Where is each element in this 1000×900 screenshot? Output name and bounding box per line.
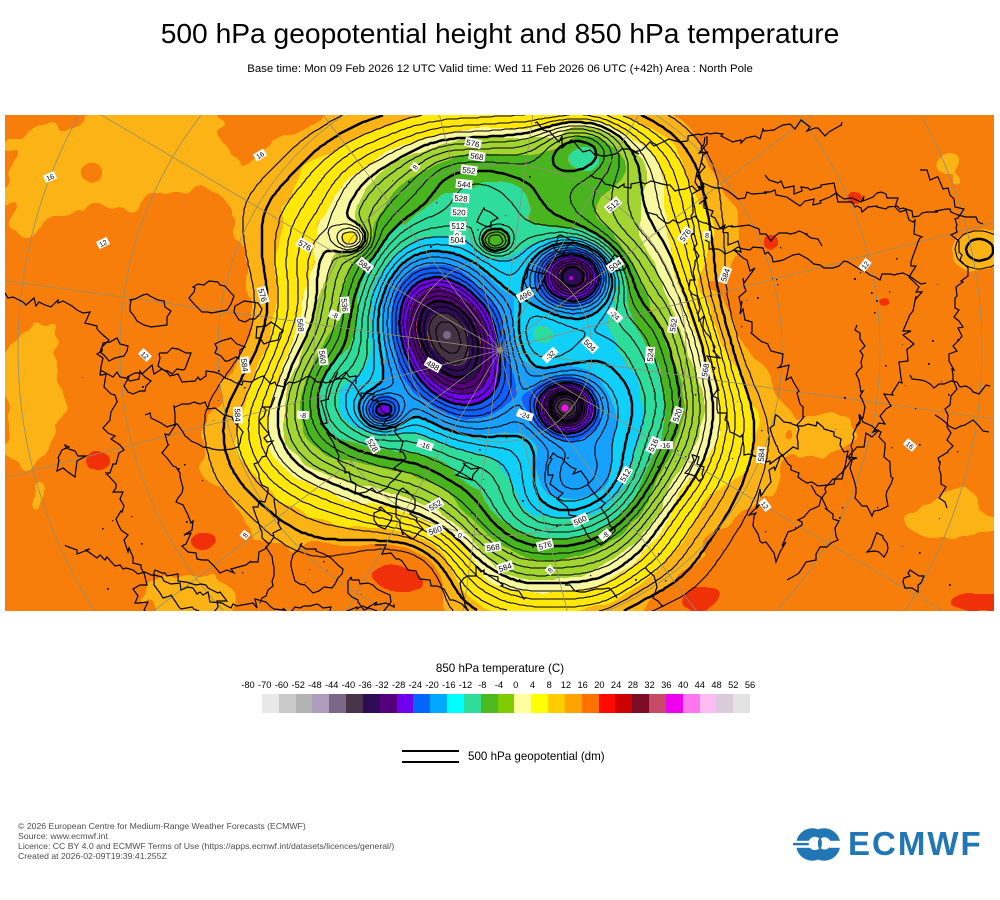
svg-text:584: 584 — [233, 408, 242, 422]
svg-text:0: 0 — [456, 532, 463, 540]
svg-text:512: 512 — [451, 222, 465, 231]
svg-text:-24: -24 — [519, 411, 531, 421]
svg-text:16: 16 — [904, 441, 915, 451]
svg-text:8: 8 — [412, 164, 420, 171]
svg-text:528: 528 — [454, 194, 468, 204]
svg-text:-16: -16 — [419, 441, 431, 451]
svg-text:568: 568 — [470, 151, 485, 162]
svg-text:568: 568 — [700, 362, 711, 377]
svg-text:8: 8 — [547, 567, 555, 575]
svg-text:584: 584 — [239, 358, 250, 373]
svg-text:568: 568 — [295, 318, 305, 333]
svg-text:8: 8 — [242, 532, 250, 539]
svg-text:560: 560 — [427, 524, 443, 537]
svg-text:520: 520 — [452, 208, 466, 217]
svg-text:8: 8 — [705, 233, 709, 240]
svg-text:ECMWF: ECMWF — [848, 825, 983, 862]
svg-text:12: 12 — [861, 260, 871, 271]
svg-text:12: 12 — [99, 239, 109, 249]
svg-text:12: 12 — [139, 351, 150, 362]
svg-text:-8: -8 — [601, 531, 610, 540]
svg-text:560: 560 — [317, 350, 328, 365]
svg-text:568: 568 — [486, 542, 501, 553]
svg-text:552: 552 — [668, 317, 679, 332]
svg-text:504: 504 — [450, 236, 464, 245]
svg-text:12: 12 — [759, 501, 769, 512]
svg-text:584: 584 — [719, 267, 732, 283]
svg-text:544: 544 — [457, 180, 472, 190]
svg-text:584: 584 — [757, 447, 767, 462]
svg-text:-8: -8 — [330, 312, 338, 321]
svg-text:584: 584 — [497, 561, 513, 574]
svg-text:576: 576 — [256, 288, 268, 304]
svg-text:552: 552 — [462, 165, 477, 176]
svg-text:524: 524 — [646, 347, 656, 362]
svg-text:576: 576 — [465, 138, 480, 150]
svg-text:-8: -8 — [300, 413, 307, 420]
svg-text:576: 576 — [538, 539, 554, 551]
svg-text:16: 16 — [46, 173, 56, 183]
svg-text:-16: -16 — [660, 443, 670, 450]
svg-text:16: 16 — [256, 151, 266, 161]
svg-text:536: 536 — [339, 298, 349, 313]
svg-text:520: 520 — [671, 407, 684, 423]
